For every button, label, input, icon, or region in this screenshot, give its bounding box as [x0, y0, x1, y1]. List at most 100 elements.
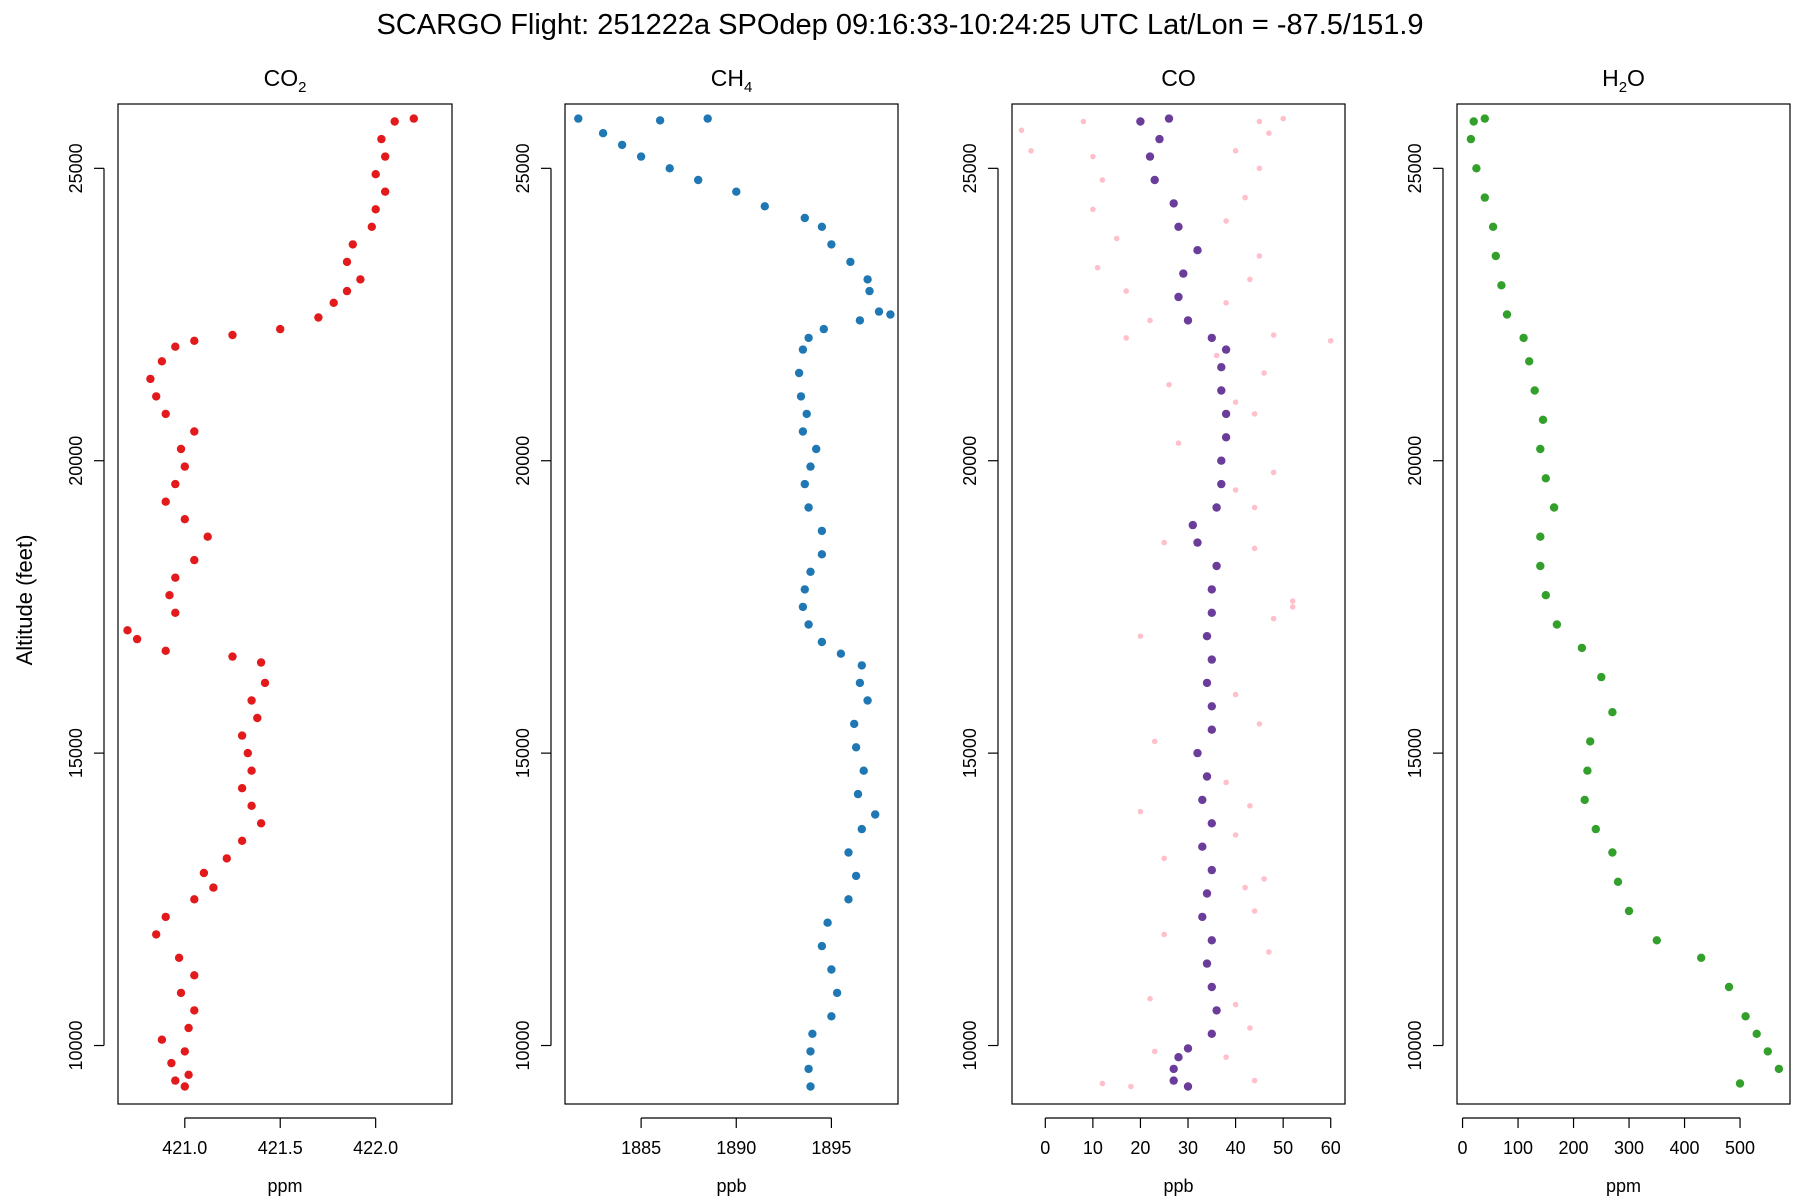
data-point: [329, 298, 338, 307]
data-point: [157, 357, 167, 366]
data-point: [184, 1070, 193, 1080]
series-co2-0: [123, 114, 418, 1091]
data-point: [1232, 691, 1239, 698]
data-point: [228, 652, 237, 661]
x-tick-label: 1895: [811, 1138, 851, 1158]
data-point: [574, 114, 583, 123]
data-point: [1161, 539, 1167, 546]
data-point: [1166, 381, 1172, 388]
data-point: [171, 479, 180, 489]
data-point: [260, 678, 270, 688]
series-co-1: [1136, 114, 1231, 1091]
data-point: [1251, 504, 1258, 511]
data-point: [1541, 591, 1551, 600]
data-point: [180, 515, 189, 524]
data-point: [1242, 194, 1248, 201]
data-point: [237, 731, 247, 740]
data-point: [247, 696, 256, 705]
data-point: [1128, 1083, 1134, 1090]
data-point: [171, 1076, 180, 1085]
data-point: [190, 971, 199, 980]
data-point: [1536, 532, 1545, 541]
data-point: [853, 789, 863, 799]
x-tick-label: 0: [1458, 1138, 1468, 1158]
x-tick-label: 0: [1040, 1138, 1050, 1158]
x-tick-label: 30: [1178, 1138, 1198, 1158]
data-point: [1624, 906, 1634, 916]
data-point: [1169, 1076, 1178, 1085]
data-point: [1217, 456, 1226, 465]
y-axis-ch4: 10000 15000 20000 25000: [513, 143, 552, 1071]
data-point: [1090, 206, 1096, 213]
data-point: [1183, 1044, 1193, 1053]
data-point: [1251, 545, 1258, 552]
data-point: [256, 819, 266, 828]
x-tick-label: 421.5: [258, 1138, 303, 1158]
y-tick-label: 15000: [960, 728, 980, 778]
x-axis-label: ppb: [716, 1176, 746, 1196]
x-tick-label: 1885: [621, 1138, 661, 1158]
data-point: [1608, 848, 1617, 857]
y-axis-co: 10000 15000 20000 25000: [960, 143, 999, 1071]
data-point: [1161, 855, 1167, 862]
data-point: [1145, 152, 1155, 161]
data-point: [802, 409, 811, 419]
figure-title: SCARGO Flight: 251222a SPOdep 09:16:33-1…: [376, 9, 1423, 41]
data-point: [827, 965, 836, 974]
data-point: [836, 649, 846, 658]
data-point: [1232, 832, 1239, 838]
data-point: [1179, 269, 1188, 278]
plot-frame-h2o: [1456, 103, 1791, 1105]
data-point: [846, 257, 855, 267]
data-point: [1613, 877, 1623, 886]
data-point: [804, 1064, 813, 1074]
x-tick-label: 421.0: [162, 1138, 207, 1158]
data-point: [167, 1058, 176, 1068]
y-axis-label: Altitude (feet): [12, 535, 37, 666]
y-tick-label: 15000: [513, 728, 533, 778]
data-point: [1232, 487, 1239, 493]
panel-title-subscript: 2: [298, 79, 306, 96]
data-point: [863, 696, 872, 705]
data-point: [1536, 444, 1545, 454]
data-point: [1552, 620, 1562, 629]
data-point: [796, 392, 806, 401]
data-point: [180, 462, 189, 471]
data-point: [851, 871, 861, 881]
data-point: [1183, 1082, 1193, 1091]
y-tick-label: 10000: [66, 1020, 86, 1070]
data-point: [243, 748, 252, 758]
data-point: [1289, 604, 1296, 610]
data-point: [1207, 702, 1217, 711]
data-point: [381, 187, 390, 196]
data-point: [817, 222, 827, 231]
data-point: [1586, 737, 1595, 746]
panel-title-h2o: H2O: [1602, 65, 1645, 96]
y-tick-label: 10000: [960, 1020, 980, 1070]
data-point: [1151, 738, 1158, 745]
y-axis-co2: 10000 15000 20000 25000: [66, 143, 105, 1071]
data-point: [819, 324, 828, 334]
data-point: [804, 620, 813, 629]
data-point: [1752, 1029, 1761, 1039]
data-point: [844, 895, 853, 904]
data-point: [1113, 235, 1120, 242]
data-point: [180, 1047, 189, 1056]
data-point: [171, 342, 180, 351]
data-point: [1221, 433, 1231, 442]
panel-co: CO 0 10 20 30 40 50 60 ppb 10000 15000 20000 25000: [960, 65, 1346, 1196]
y-axis-h2o: 10000 15000 20000 25000: [1405, 143, 1444, 1071]
data-point: [171, 573, 180, 582]
data-point: [1256, 721, 1263, 727]
data-point: [1175, 440, 1182, 447]
panel-title-co: CO: [1161, 65, 1196, 91]
data-point: [806, 1047, 815, 1056]
data-point: [1488, 222, 1498, 231]
data-point: [598, 129, 608, 138]
x-tick-label: 1890: [716, 1138, 756, 1158]
x-axis-co2: 421.0 421.5 422.0 ppm: [162, 1117, 398, 1196]
data-point: [1099, 1080, 1106, 1087]
data-point: [636, 152, 646, 161]
data-point: [1480, 114, 1490, 123]
data-point: [665, 164, 674, 173]
